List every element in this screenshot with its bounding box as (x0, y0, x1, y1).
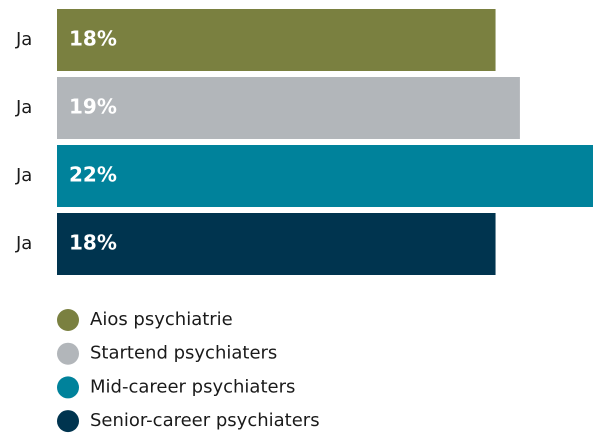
category-label: Ja (15, 233, 32, 254)
legend-swatch (57, 376, 79, 399)
category-label: Ja (15, 29, 32, 50)
value-label: 18% (69, 27, 117, 51)
category-label: Ja (15, 97, 32, 118)
category-label: Ja (15, 165, 32, 186)
value-label: 22% (69, 163, 117, 187)
legend-label: Aios psychiatrie (90, 309, 233, 330)
legend-swatch (57, 342, 79, 365)
legend-swatch (57, 309, 79, 331)
bar (57, 213, 496, 275)
bar (57, 145, 593, 207)
legend-label: Startend psychiaters (90, 343, 277, 364)
legend-label: Mid-career psychiaters (90, 376, 295, 397)
legend-label: Senior-career psychiaters (90, 410, 320, 431)
value-label: 19% (69, 95, 117, 119)
bar (57, 77, 520, 139)
value-label: 18% (69, 231, 117, 255)
legend-swatch (57, 410, 79, 433)
bar (57, 9, 496, 71)
